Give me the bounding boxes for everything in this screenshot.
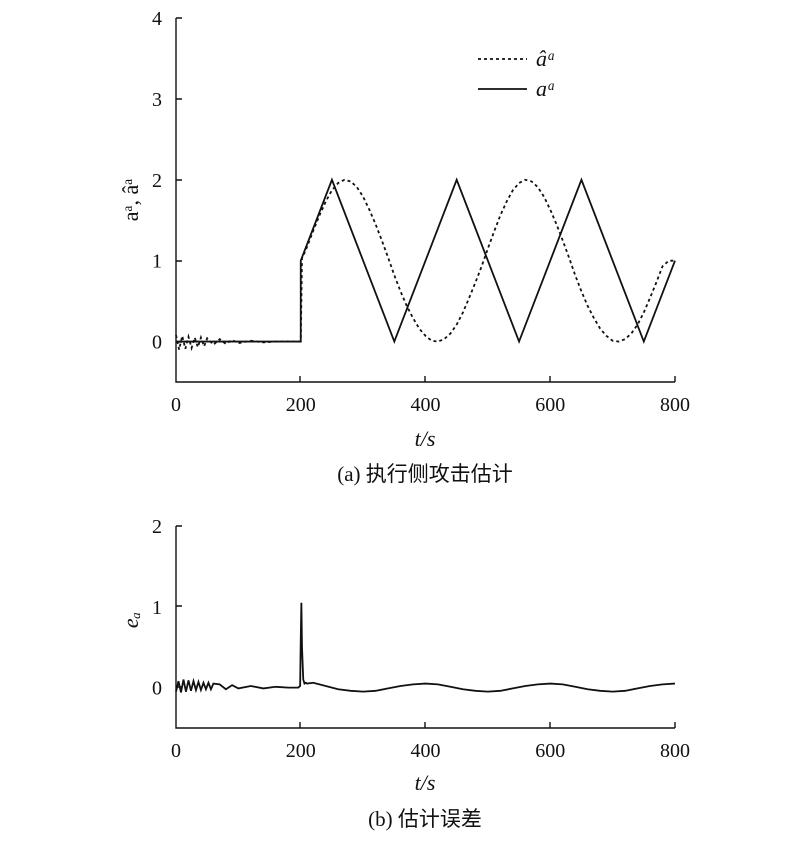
panel-b-ylabel: eₐ [118,612,143,628]
y-tick-label: 1 [152,597,162,619]
panel-b-caption: (b) 估计误差 [368,807,482,831]
panel-a-axes [175,17,676,383]
panel-a: 0 1 2 3 4 0 200 400 600 800 aᵃ, âᵃ t/s (a) 执行侧攻击… [118,8,690,486]
y-tick-label: 2 [152,516,162,538]
x-tick-label: 600 [535,740,565,762]
x-tick-label: 800 [660,394,690,416]
panel-b-xlabel: t/s [415,770,436,795]
x-tick-label: 0 [171,740,181,762]
panel-a-legend: âᵃ aᵃ [478,46,556,101]
x-tick-label: 200 [286,394,316,416]
series-line-b-0 [175,602,676,694]
series-line-a-1 [176,177,676,345]
x-tick-label: 400 [411,394,441,416]
x-tick-label: 800 [660,740,690,762]
y-tick-label: 3 [152,89,162,111]
panel-a-xlabel: t/s [415,426,436,451]
y-tick-label: 1 [152,251,162,273]
y-tick-label: 4 [152,8,162,30]
panel-b-axes [175,525,676,729]
legend-label-estimate: âᵃ [536,46,556,71]
series-line-a-0 [175,178,675,352]
x-tick-label: 400 [411,740,441,762]
y-tick-label: 2 [152,170,162,192]
panel-b: 0 1 2 0 200 400 600 800 eₐ t/s (b) 估计误差 [118,516,690,831]
y-tick-label: 0 [152,332,162,354]
x-tick-label: 600 [535,394,565,416]
panel-a-ylabel: aᵃ, âᵃ [118,179,143,222]
x-tick-label: 0 [171,394,181,416]
legend-label-actual: aᵃ [536,76,556,101]
panel-a-caption: (a) 执行侧攻击估计 [337,462,513,486]
y-tick-label: 0 [152,678,162,700]
x-tick-label: 200 [286,740,316,762]
